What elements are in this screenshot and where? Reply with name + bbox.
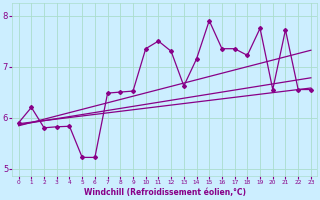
X-axis label: Windchill (Refroidissement éolien,°C): Windchill (Refroidissement éolien,°C) — [84, 188, 246, 197]
